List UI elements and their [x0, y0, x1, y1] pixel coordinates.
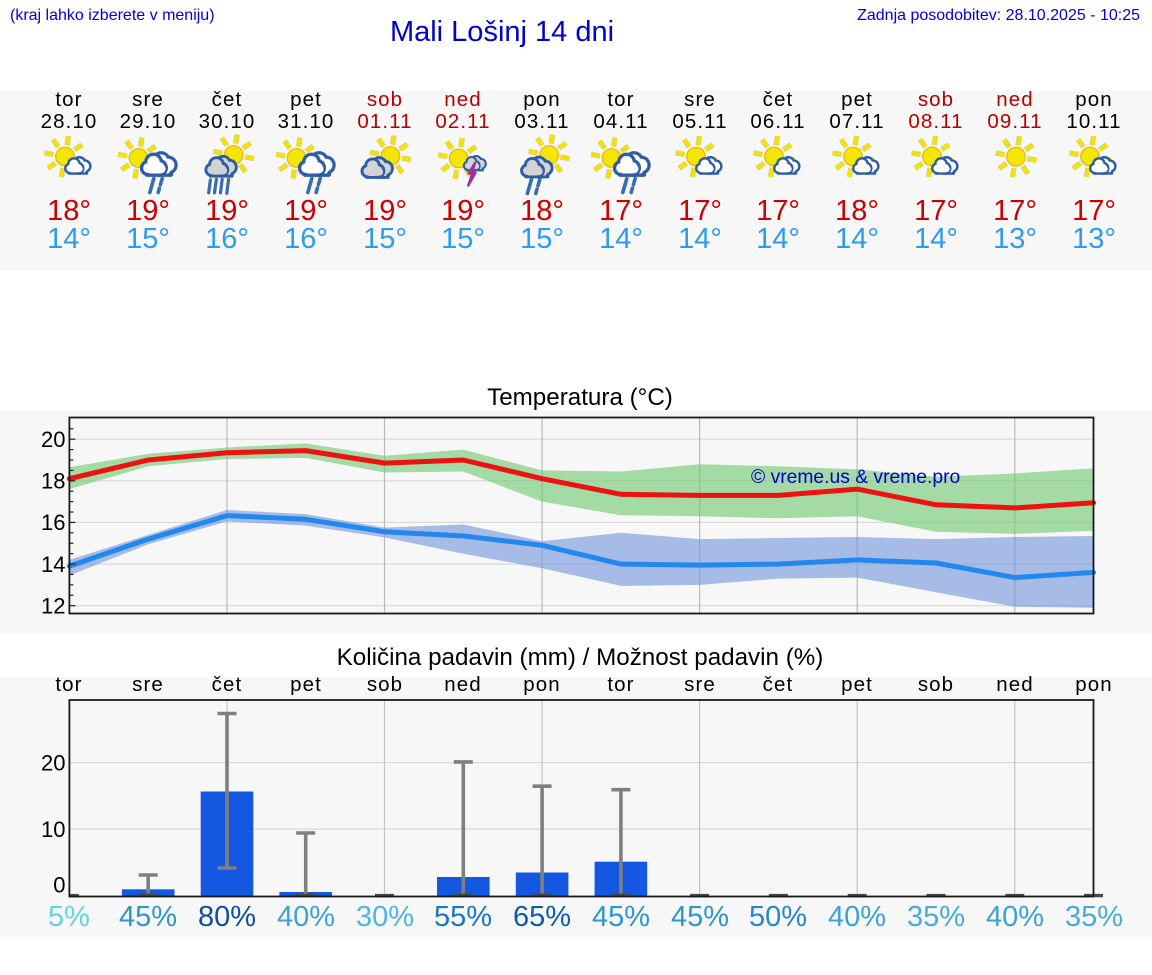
- svg-text:14: 14: [41, 552, 65, 577]
- svg-text:10: 10: [41, 817, 65, 842]
- svg-text:20: 20: [41, 427, 65, 452]
- svg-text:18: 18: [41, 469, 65, 494]
- svg-text:12: 12: [41, 593, 65, 618]
- svg-text:20: 20: [41, 750, 65, 775]
- svg-text:0: 0: [53, 873, 65, 898]
- svg-text:16: 16: [41, 510, 65, 535]
